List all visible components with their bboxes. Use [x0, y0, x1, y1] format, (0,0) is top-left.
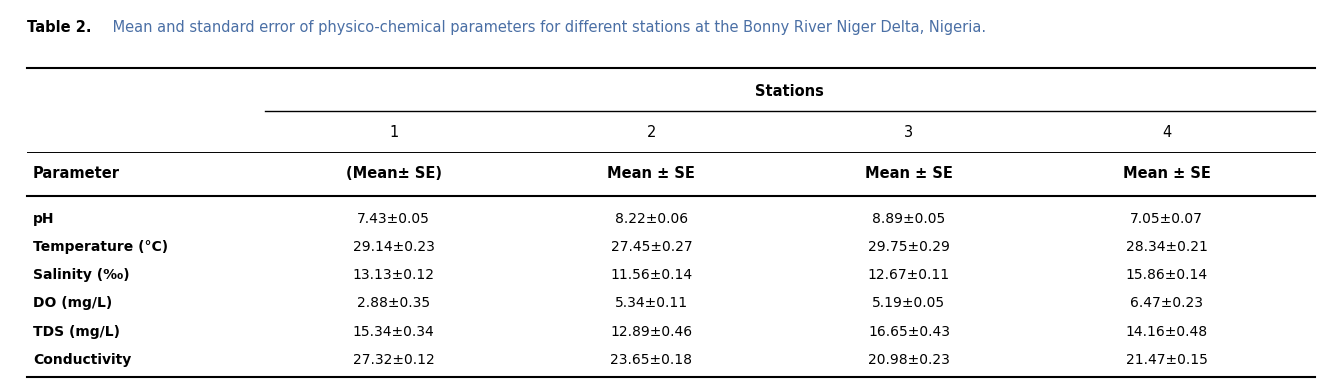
Text: DO (mg/L): DO (mg/L) [33, 296, 113, 310]
Text: 21.47±0.15: 21.47±0.15 [1126, 353, 1207, 367]
Text: 6.47±0.23: 6.47±0.23 [1130, 296, 1203, 310]
Text: 28.34±0.21: 28.34±0.21 [1126, 240, 1207, 254]
Text: 15.34±0.34: 15.34±0.34 [353, 325, 434, 339]
Text: Mean ± SE: Mean ± SE [607, 167, 696, 181]
Text: 8.89±0.05: 8.89±0.05 [872, 212, 946, 226]
Text: 29.75±0.29: 29.75±0.29 [869, 240, 950, 254]
Text: 16.65±0.43: 16.65±0.43 [869, 325, 950, 339]
Text: Stations: Stations [756, 84, 825, 99]
Text: Temperature (°C): Temperature (°C) [33, 240, 169, 254]
Text: Conductivity: Conductivity [33, 353, 131, 367]
Text: 7.05±0.07: 7.05±0.07 [1130, 212, 1203, 226]
Text: 15.86±0.14: 15.86±0.14 [1126, 268, 1207, 282]
Text: 2: 2 [647, 126, 656, 140]
Text: 27.32±0.12: 27.32±0.12 [353, 353, 434, 367]
Text: 12.67±0.11: 12.67±0.11 [869, 268, 950, 282]
Text: 4: 4 [1162, 126, 1171, 140]
Text: 5.34±0.11: 5.34±0.11 [615, 296, 688, 310]
Text: 2.88±0.35: 2.88±0.35 [357, 296, 430, 310]
Text: Mean ± SE: Mean ± SE [1122, 167, 1211, 181]
Text: 13.13±0.12: 13.13±0.12 [353, 268, 434, 282]
Text: 12.89±0.46: 12.89±0.46 [611, 325, 692, 339]
Text: Parameter: Parameter [33, 167, 120, 181]
Text: 1: 1 [389, 126, 398, 140]
Text: 27.45±0.27: 27.45±0.27 [611, 240, 692, 254]
Text: 3: 3 [904, 126, 914, 140]
Text: 29.14±0.23: 29.14±0.23 [353, 240, 434, 254]
Text: Mean and standard error of physico-chemical parameters for different stations at: Mean and standard error of physico-chemi… [108, 20, 985, 35]
Text: 8.22±0.06: 8.22±0.06 [615, 212, 688, 226]
Text: Table 2.: Table 2. [27, 20, 92, 35]
Text: 23.65±0.18: 23.65±0.18 [611, 353, 692, 367]
Text: 7.43±0.05: 7.43±0.05 [357, 212, 430, 226]
Text: 14.16±0.48: 14.16±0.48 [1126, 325, 1207, 339]
Text: (Mean± SE): (Mean± SE) [345, 167, 442, 181]
Text: TDS (mg/L): TDS (mg/L) [33, 325, 120, 339]
Text: 20.98±0.23: 20.98±0.23 [869, 353, 950, 367]
Text: pH: pH [33, 212, 54, 226]
Text: Salinity (‰): Salinity (‰) [33, 268, 130, 282]
Text: 5.19±0.05: 5.19±0.05 [872, 296, 946, 310]
Text: Mean ± SE: Mean ± SE [865, 167, 954, 181]
Text: 11.56±0.14: 11.56±0.14 [611, 268, 692, 282]
